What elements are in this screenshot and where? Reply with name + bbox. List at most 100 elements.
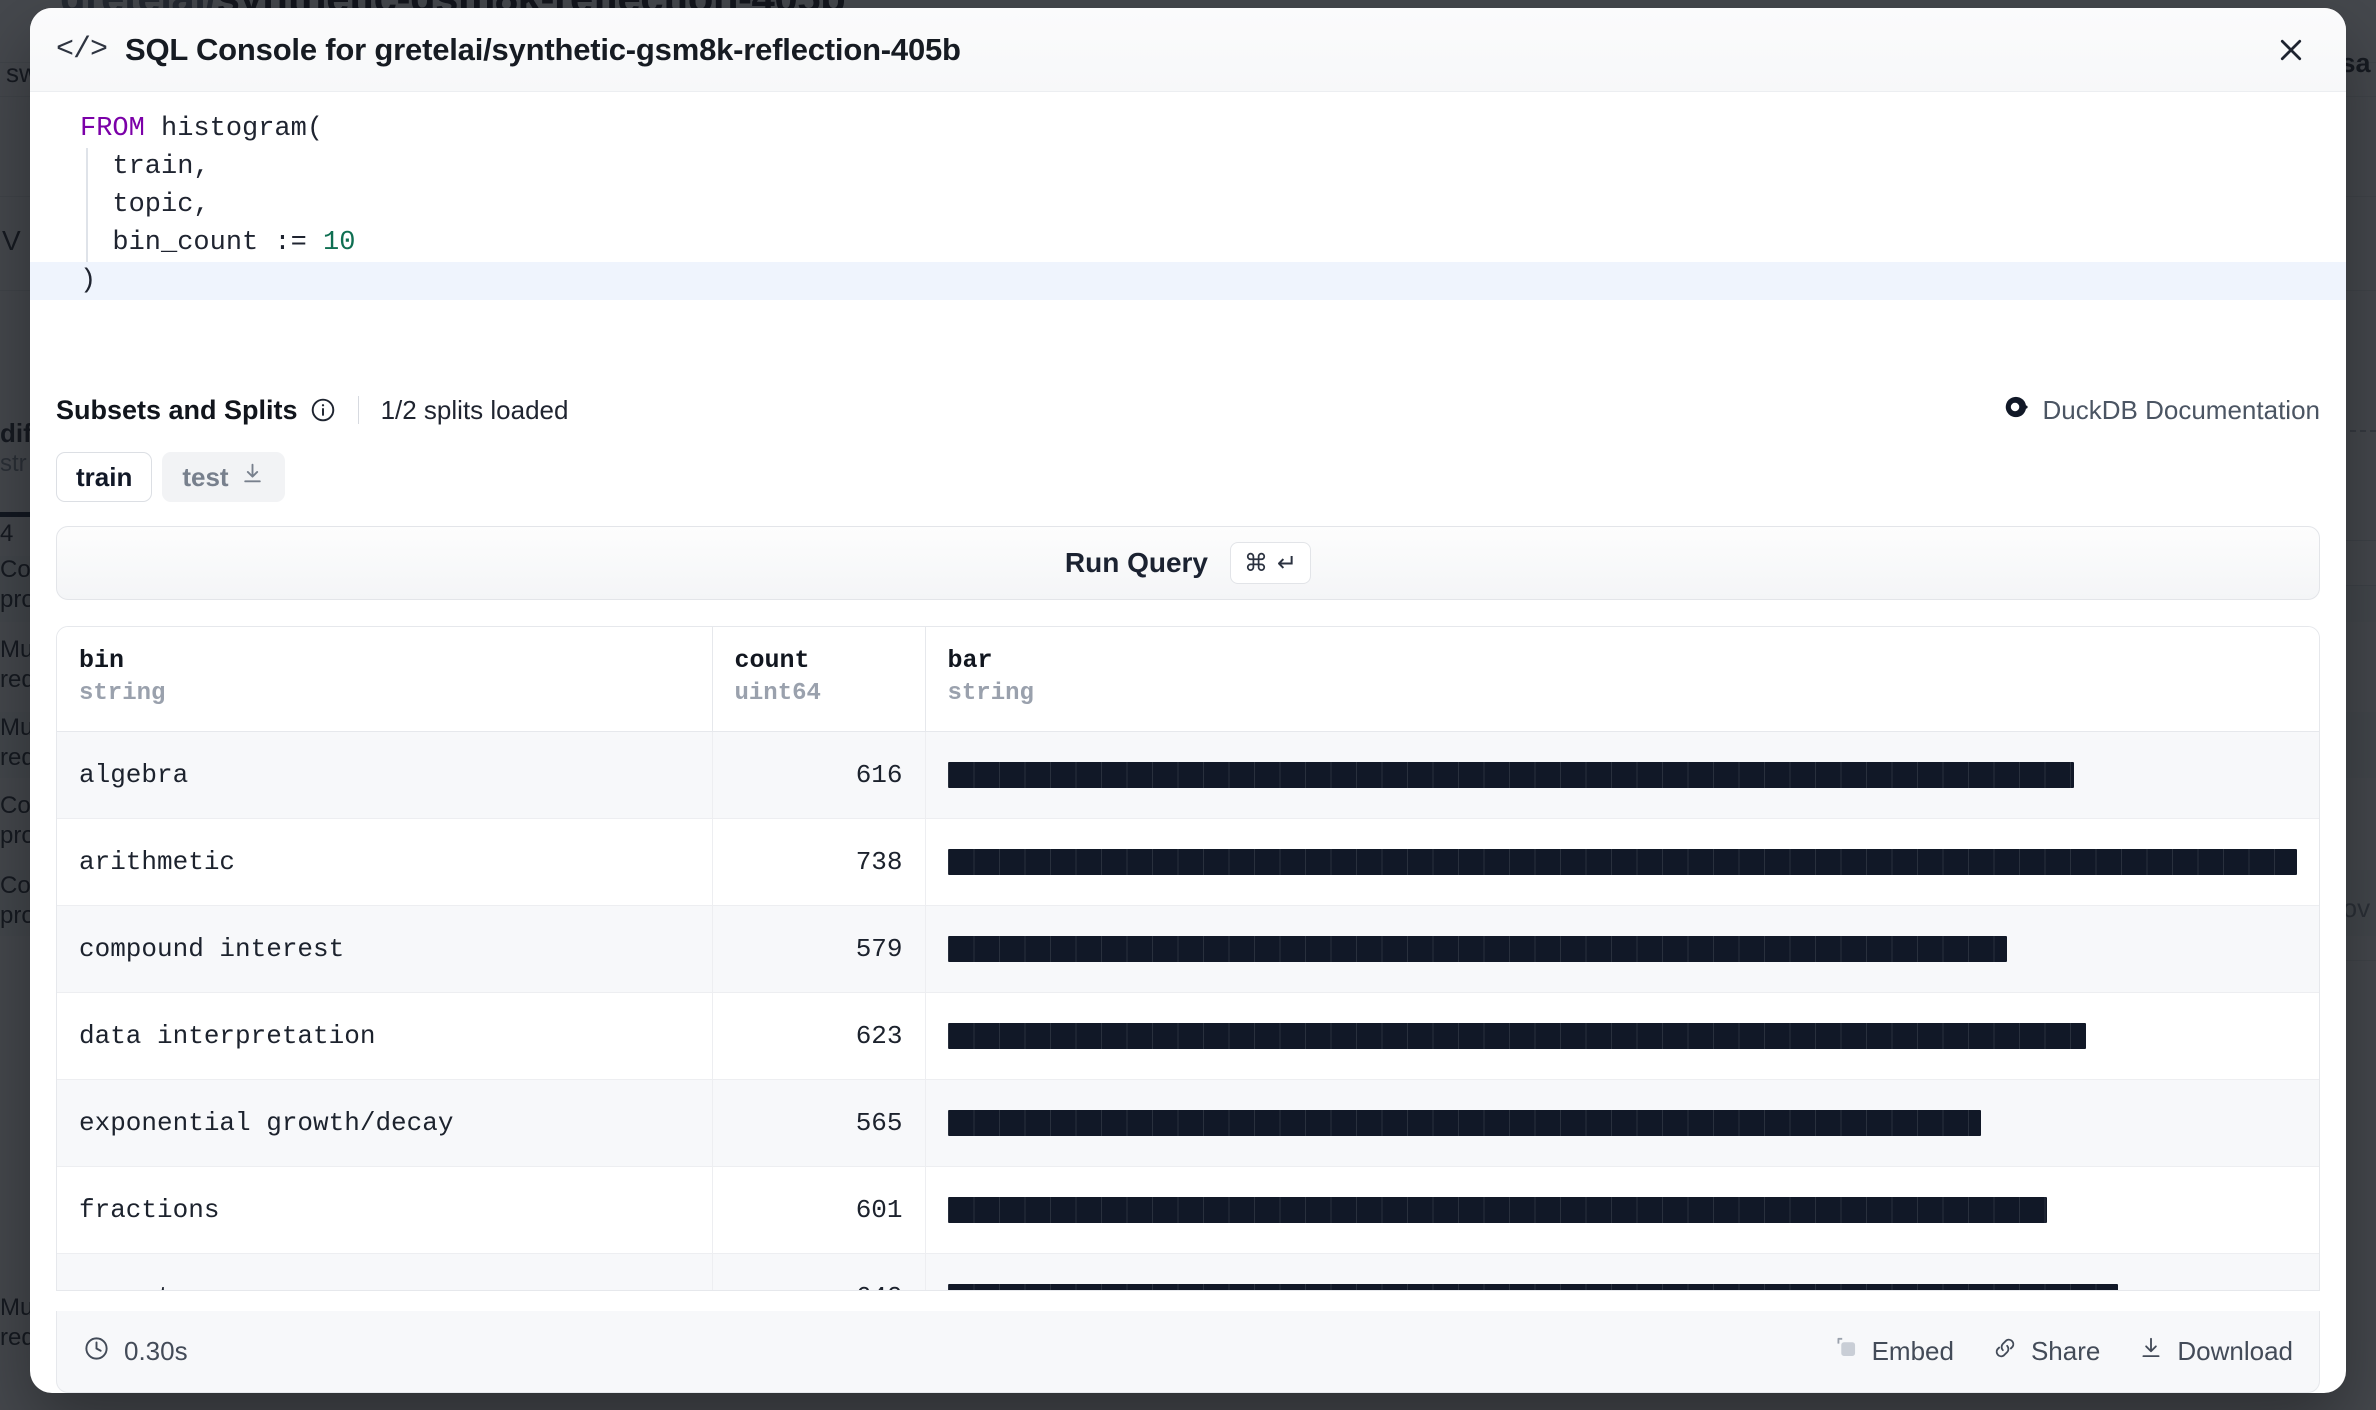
run-query-shortcut: ⌘ ↵	[1230, 542, 1312, 584]
query-timing: 0.30s	[83, 1335, 188, 1369]
embed-button[interactable]: Embed	[1833, 1335, 1954, 1368]
sql-text: topic,	[80, 190, 210, 220]
sql-line-active: )	[30, 262, 2346, 300]
results-table-body: algebra 616 arithmetic 738 compound inte…	[57, 731, 2319, 1290]
column-name: bin	[79, 646, 125, 675]
column-name: bar	[947, 646, 993, 675]
header-separator	[357, 396, 359, 424]
splits-loaded-status: 1/2 splits loaded	[380, 394, 569, 425]
bar-glyph	[947, 936, 2007, 963]
shortcut-modifier: ⌘	[1244, 549, 1269, 577]
sql-console-modal: </> SQL Console for gretelai/synthetic-g…	[30, 8, 2346, 1393]
sql-text: bin_count :=	[80, 228, 324, 258]
shortcut-key: ↵	[1277, 549, 1298, 577]
table-row[interactable]: data interpretation 623	[57, 992, 2319, 1081]
column-header-bin[interactable]: bin string	[57, 627, 713, 733]
modal-header: </> SQL Console for gretelai/synthetic-g…	[30, 8, 2346, 92]
duckdb-documentation-link[interactable]: DuckDB Documentation	[2004, 394, 2320, 427]
bar-glyph	[947, 1110, 1982, 1137]
table-row[interactable]: exponential growth/decay 565	[57, 1079, 2319, 1168]
cell-bar	[925, 1253, 2319, 1290]
sql-keyword: FROM	[80, 114, 145, 144]
indent-guide	[86, 148, 88, 262]
sql-text: train,	[80, 152, 210, 182]
results-table: bin string count uint64 bar string	[57, 627, 2319, 1290]
query-timing-label: 0.30s	[124, 1336, 188, 1366]
modal-body: FROM histogram( train, topic, bin_count …	[30, 92, 2346, 1311]
duckdb-documentation-label: DuckDB Documentation	[2042, 394, 2320, 425]
sql-line: FROM histogram(	[56, 110, 2320, 148]
download-label: Download	[2177, 1336, 2293, 1366]
split-tab-train[interactable]: train	[56, 452, 153, 502]
results-table-head: bin string count uint64 bar string	[57, 627, 2319, 733]
column-type: string	[947, 680, 1034, 708]
table-row[interactable]: algebra 616	[57, 731, 2319, 820]
duckdb-icon	[2004, 394, 2030, 427]
split-tabs: train test	[56, 452, 2320, 502]
cell-bin: data interpretation	[57, 992, 713, 1081]
column-header-bar[interactable]: bar string	[925, 627, 2319, 733]
bar-glyph	[947, 1197, 2048, 1224]
cell-count: 579	[712, 905, 926, 994]
run-query-label: Run Query	[1064, 547, 1209, 578]
cell-bar	[925, 992, 2319, 1081]
share-label: Share	[2030, 1336, 2101, 1366]
link-icon	[1992, 1335, 2018, 1368]
bar-glyph	[947, 849, 2297, 876]
cell-bin: fractions	[57, 1166, 713, 1255]
split-tab-test[interactable]: test	[162, 452, 285, 502]
clock-icon	[83, 1335, 110, 1369]
bar-glyph	[947, 762, 2075, 789]
column-type: uint64	[734, 680, 821, 708]
sql-text: histogram(	[144, 114, 324, 144]
column-header-count[interactable]: count uint64	[712, 627, 926, 733]
subsets-and-splits-section: Subsets and Splits 1/2 splits loaded	[56, 382, 2320, 502]
split-tab-test-label: test	[182, 461, 229, 492]
sql-text: )	[80, 266, 97, 296]
download-icon	[240, 461, 265, 493]
table-header-row: bin string count uint64 bar string	[57, 627, 2319, 733]
bar-glyph	[947, 1023, 2087, 1050]
table-row[interactable]: geometry 640	[57, 1253, 2319, 1290]
cell-count: 601	[712, 1166, 926, 1255]
modal-title: SQL Console for gretelai/synthetic-gsm8k…	[125, 31, 961, 67]
table-row[interactable]: fractions 601	[57, 1166, 2319, 1255]
info-icon[interactable]	[310, 397, 336, 423]
download-icon	[2138, 1335, 2164, 1368]
copy-icon	[1833, 1335, 1859, 1368]
download-button[interactable]: Download	[2138, 1335, 2293, 1368]
sql-number: 10	[323, 228, 356, 258]
subsets-and-splits-header: Subsets and Splits 1/2 splits loaded	[56, 388, 2320, 432]
bar-glyph	[947, 1284, 2118, 1290]
cell-count: 623	[712, 992, 926, 1081]
cell-bin: algebra	[57, 731, 713, 820]
close-icon[interactable]	[2268, 27, 2314, 73]
table-row[interactable]: compound interest 579	[57, 905, 2319, 994]
cell-bar	[925, 1166, 2319, 1255]
footer-actions: Embed Share	[1833, 1335, 2293, 1368]
cell-bin: geometry	[57, 1253, 713, 1290]
subsets-and-splits-title: Subsets and Splits	[56, 394, 298, 425]
sql-line: topic,	[56, 186, 2320, 224]
code-icon: </>	[56, 32, 108, 67]
cell-bar	[925, 1079, 2319, 1168]
sql-editor[interactable]: FROM histogram( train, topic, bin_count …	[30, 92, 2346, 382]
spacer	[56, 1291, 2320, 1311]
cell-count: 616	[712, 731, 926, 820]
sql-line: train,	[56, 148, 2320, 186]
cell-count: 738	[712, 818, 926, 907]
cell-bar	[925, 731, 2319, 820]
modal-footer: 0.30s Embed	[56, 1311, 2320, 1393]
run-query-button[interactable]: Run Query ⌘ ↵	[56, 526, 2320, 600]
split-tab-train-label: train	[76, 461, 133, 492]
embed-label: Embed	[1871, 1336, 1954, 1366]
table-row[interactable]: arithmetic 738	[57, 818, 2319, 907]
cell-count: 565	[712, 1079, 926, 1168]
cell-bin: exponential growth/decay	[57, 1079, 713, 1168]
cell-count: 640	[712, 1253, 926, 1290]
sql-line: bin_count := 10	[56, 224, 2320, 262]
results-table-container[interactable]: bin string count uint64 bar string	[56, 626, 2320, 1291]
column-name: count	[734, 646, 810, 675]
share-button[interactable]: Share	[1992, 1335, 2100, 1368]
